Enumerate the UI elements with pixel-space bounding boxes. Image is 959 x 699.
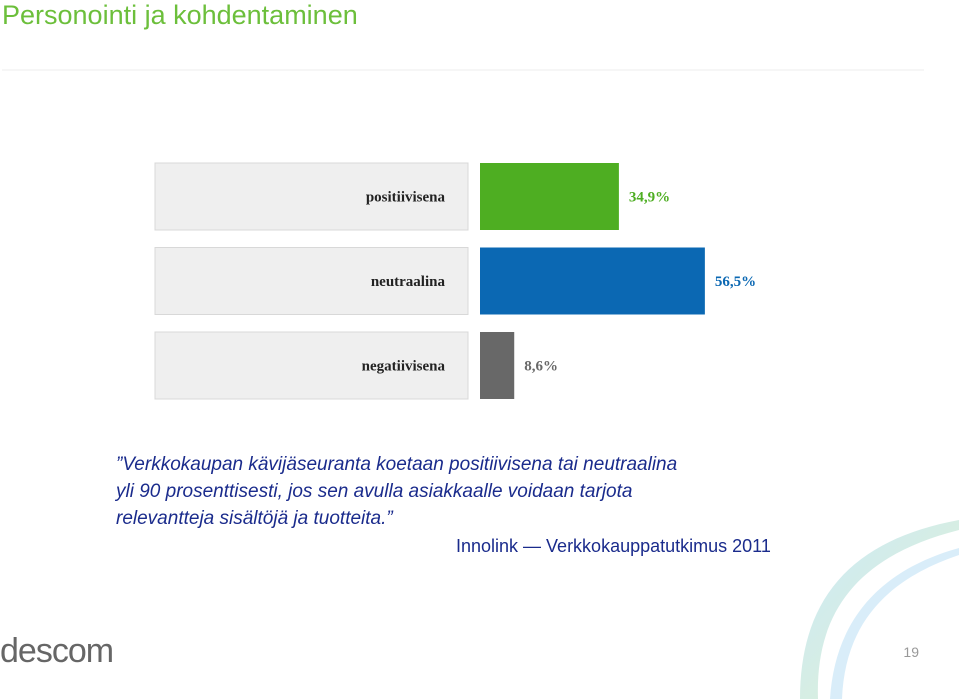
bar — [480, 332, 515, 399]
slide-title: Personointi ja kohdentaminen — [2, 0, 358, 30]
decoration — [830, 548, 959, 699]
quote-line: ”Verkkokaupan kävijäseuranta koetaan pos… — [116, 454, 677, 475]
quote-line: relevantteja sisältöjä ja tuotteita.” — [116, 508, 394, 529]
category-box — [154, 247, 469, 315]
bar — [480, 163, 619, 230]
quote: ”Verkkokaupan kävijäseuranta koetaan pos… — [114, 454, 677, 529]
value-label: 56,5% — [715, 274, 756, 290]
decoration — [800, 520, 959, 699]
category-label: negatiivisena — [362, 359, 446, 375]
logo: descom — [0, 632, 113, 670]
quote-line: yli 90 prosenttisesti, jos sen avulla as… — [114, 481, 632, 502]
page-number: 19 — [903, 644, 919, 660]
value-label: 8,6% — [524, 359, 558, 375]
category-box — [154, 331, 469, 400]
value-label: 34,9% — [629, 190, 670, 206]
source: Innolink — Verkkokauppatutkimus 2011 — [456, 536, 771, 556]
category-label: neutraalina — [371, 274, 446, 290]
bar — [480, 247, 705, 315]
category-label: positiivisena — [366, 190, 446, 206]
category-box — [154, 162, 469, 231]
